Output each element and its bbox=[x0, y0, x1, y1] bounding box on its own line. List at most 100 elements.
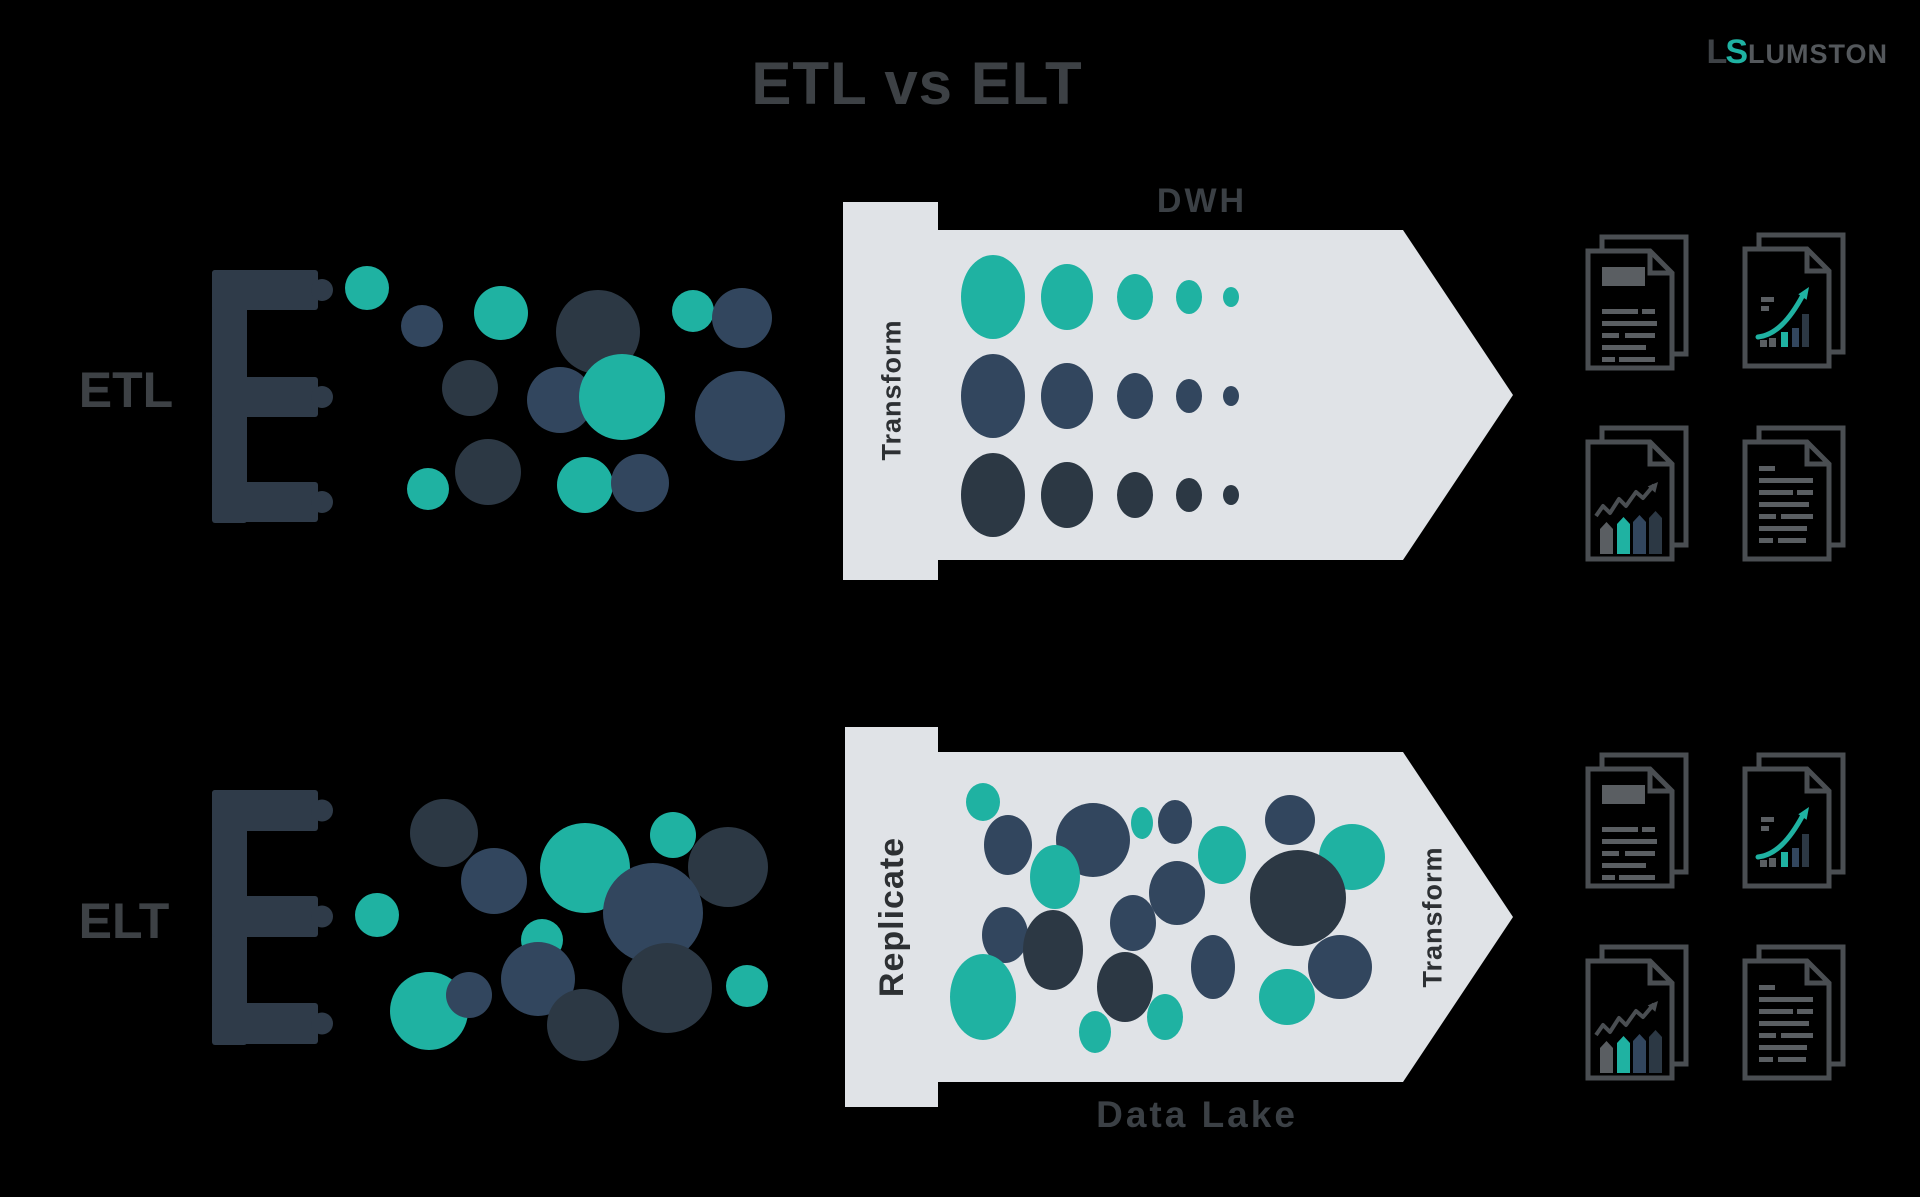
doc-text-line bbox=[1759, 466, 1775, 471]
dwh-bubbles bbox=[961, 255, 1239, 537]
data-bubble bbox=[1041, 363, 1093, 429]
data-bubble bbox=[1149, 861, 1205, 925]
page-title: ETL vs ELT bbox=[751, 50, 1082, 117]
doc-text-line bbox=[1759, 502, 1809, 507]
doc-text-line bbox=[1759, 1045, 1807, 1050]
mini-bar bbox=[1649, 511, 1662, 554]
lumston-logo: LSLUMSTON bbox=[1707, 33, 1888, 71]
doc-text-line bbox=[1761, 297, 1774, 302]
data-bubble bbox=[712, 288, 772, 348]
arrow-label-bar bbox=[843, 202, 938, 580]
front-page bbox=[1742, 766, 1832, 889]
doc-text-line bbox=[1602, 851, 1619, 856]
data-bubble bbox=[726, 965, 768, 1007]
data-bubble bbox=[1079, 1011, 1111, 1053]
document-textlines-icon bbox=[1742, 425, 1846, 562]
source-prong bbox=[212, 270, 318, 310]
doc-header-block bbox=[1602, 785, 1645, 804]
doc-text-line bbox=[1781, 514, 1813, 519]
data-bubble bbox=[961, 354, 1025, 438]
doc-text-line bbox=[1797, 490, 1813, 495]
page-fold bbox=[1647, 961, 1672, 986]
page-content bbox=[1602, 785, 1657, 880]
data-bubble bbox=[1223, 485, 1239, 505]
page-content bbox=[1759, 985, 1813, 1062]
doc-text-line bbox=[1619, 875, 1655, 880]
trend-line bbox=[1594, 1002, 1656, 1037]
data-bubble bbox=[501, 942, 575, 1016]
page-fold bbox=[1804, 442, 1829, 467]
mini-bar bbox=[1760, 860, 1767, 867]
data-bubble bbox=[355, 893, 399, 937]
front-page bbox=[1742, 246, 1832, 369]
mini-bar bbox=[1802, 834, 1809, 867]
mini-bar bbox=[1781, 852, 1788, 867]
page-fold bbox=[1647, 251, 1672, 276]
doc-text-line bbox=[1759, 514, 1776, 519]
doc-text-line bbox=[1602, 875, 1615, 880]
elt-row-label: ELT bbox=[79, 893, 170, 949]
data-bubble bbox=[455, 439, 521, 505]
data-bubble bbox=[1110, 895, 1156, 951]
data-bubble bbox=[407, 468, 449, 510]
arrowhead-icon bbox=[1647, 482, 1658, 493]
mini-bar bbox=[1760, 340, 1767, 347]
data-bubble bbox=[1250, 850, 1346, 946]
doc-text-line bbox=[1761, 817, 1774, 822]
document-report-icon bbox=[1585, 752, 1689, 889]
source-prong bbox=[212, 482, 318, 522]
data-bubble bbox=[1198, 826, 1246, 884]
doc-text-line bbox=[1642, 827, 1655, 832]
arrowhead-icon bbox=[1647, 1001, 1658, 1012]
data-bubble bbox=[579, 354, 665, 440]
data-bubble bbox=[1259, 969, 1315, 1025]
doc-text-line bbox=[1642, 309, 1655, 314]
data-bubble bbox=[401, 305, 443, 347]
data-bubble bbox=[688, 827, 768, 907]
doc-text-line bbox=[1602, 321, 1657, 326]
source-prong bbox=[212, 1003, 318, 1044]
logo-mark-l: L bbox=[1707, 33, 1727, 71]
mini-bar bbox=[1633, 515, 1646, 554]
data-bubble bbox=[961, 453, 1025, 537]
data-bubble bbox=[1223, 386, 1239, 406]
mini-bar bbox=[1617, 517, 1630, 554]
doc-text-line bbox=[1602, 863, 1646, 868]
data-bubble bbox=[1023, 910, 1083, 990]
document-textlines-icon bbox=[1742, 944, 1846, 1081]
doc-text-line bbox=[1761, 306, 1769, 311]
data-bubble bbox=[1176, 280, 1202, 314]
doc-text-line bbox=[1761, 826, 1769, 831]
prong-cap-icon bbox=[311, 1012, 333, 1035]
datalake-bubbles bbox=[950, 783, 1385, 1053]
doc-text-line bbox=[1602, 309, 1638, 314]
data-bubble bbox=[547, 989, 619, 1061]
arrowhead-icon bbox=[1798, 807, 1809, 820]
doc-text-line bbox=[1619, 357, 1655, 362]
doc-text-line bbox=[1778, 1057, 1806, 1062]
data-bubble bbox=[650, 812, 696, 858]
data-bubble bbox=[1030, 845, 1080, 909]
doc-text-line bbox=[1625, 333, 1655, 338]
arrow-rotated-label: Transform bbox=[1417, 846, 1447, 987]
prong-cap-icon bbox=[311, 279, 333, 301]
data-bubble bbox=[966, 783, 1000, 821]
data-bubble bbox=[446, 972, 492, 1018]
prong-cap-icon bbox=[311, 491, 333, 513]
data-bubble bbox=[1158, 800, 1192, 844]
mini-bar bbox=[1769, 338, 1776, 347]
arrow-rotated-label: Transform bbox=[876, 319, 906, 460]
page-fold bbox=[1804, 961, 1829, 986]
data-bubble bbox=[961, 255, 1025, 339]
etl-scatter-bubbles bbox=[345, 266, 785, 513]
etl-result-documents bbox=[1585, 232, 1846, 562]
arrow-rotated-label: Replicate bbox=[873, 837, 911, 997]
data-bubble bbox=[950, 954, 1016, 1040]
document-barchart-icon bbox=[1585, 944, 1689, 1081]
extract-source-icon bbox=[212, 790, 333, 1045]
mini-bar bbox=[1781, 332, 1788, 347]
document-growth-icon bbox=[1742, 752, 1846, 889]
data-bubble bbox=[611, 454, 669, 512]
transform-arrow: Transform DWH bbox=[843, 182, 1513, 580]
